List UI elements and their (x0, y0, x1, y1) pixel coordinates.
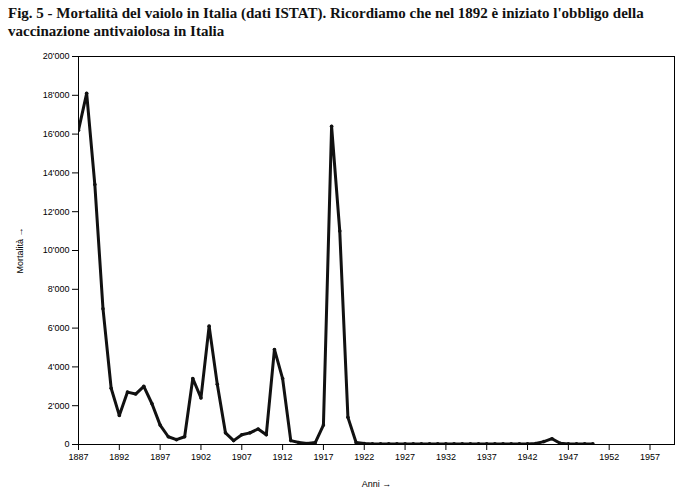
svg-text:8'000: 8'000 (48, 284, 70, 294)
svg-text:6'000: 6'000 (48, 323, 70, 333)
svg-text:1957: 1957 (640, 452, 660, 462)
svg-text:1902: 1902 (191, 452, 211, 462)
svg-text:0: 0 (64, 439, 69, 449)
svg-text:16'000: 16'000 (43, 129, 70, 139)
svg-text:1937: 1937 (477, 452, 497, 462)
svg-text:18'000: 18'000 (43, 90, 70, 100)
svg-text:1932: 1932 (436, 452, 456, 462)
svg-text:1892: 1892 (109, 452, 129, 462)
svg-text:20'000: 20'000 (43, 51, 70, 61)
svg-text:1922: 1922 (354, 452, 374, 462)
svg-text:Anni →: Anni → (362, 479, 392, 489)
svg-text:14'000: 14'000 (43, 168, 70, 178)
svg-text:1907: 1907 (232, 452, 252, 462)
svg-text:Mortalità →: Mortalità → (15, 227, 25, 273)
svg-text:4'000: 4'000 (48, 362, 70, 372)
svg-text:10'000: 10'000 (43, 245, 70, 255)
svg-text:1942: 1942 (518, 452, 538, 462)
svg-text:2'000: 2'000 (48, 401, 70, 411)
svg-text:1947: 1947 (558, 452, 578, 462)
svg-text:1887: 1887 (68, 452, 88, 462)
svg-text:1952: 1952 (599, 452, 619, 462)
svg-text:1927: 1927 (395, 452, 415, 462)
svg-text:1917: 1917 (313, 452, 333, 462)
svg-text:1912: 1912 (273, 452, 293, 462)
svg-text:1897: 1897 (150, 452, 170, 462)
svg-text:12'000: 12'000 (43, 207, 70, 217)
html-text:Fig. 5 - Mortalità del vaiolo: Fig. 5 - Mortalità del vaiolo in Italia … (8, 5, 644, 39)
